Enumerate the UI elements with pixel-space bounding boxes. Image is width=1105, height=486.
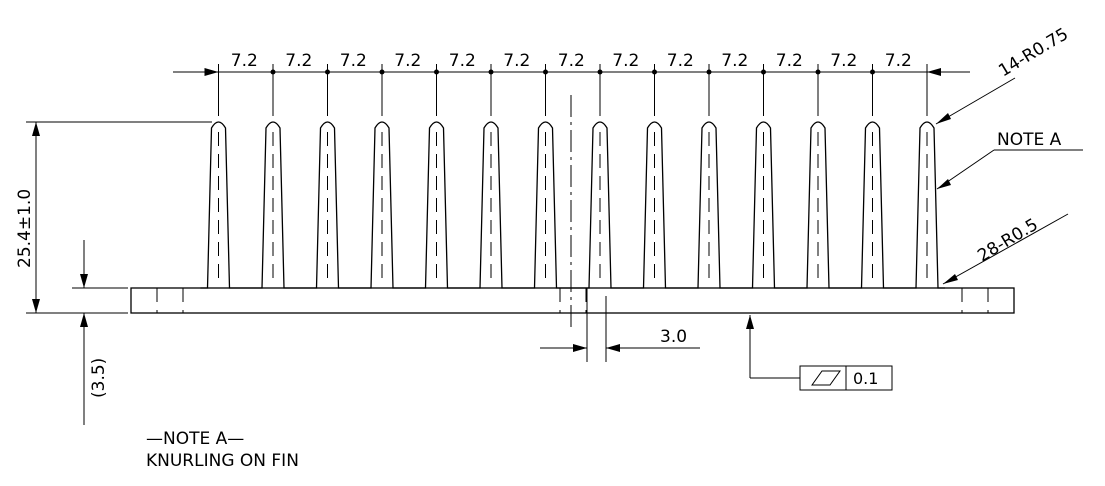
- pitch-label: 7.2: [449, 51, 476, 71]
- flatness-tolerance: 0.1: [853, 369, 878, 388]
- fin-radius-leader: 14-R0.75: [935, 24, 1072, 125]
- gap-dimension: 3.0: [540, 288, 700, 362]
- pitch-label: 7.2: [558, 51, 585, 71]
- pitch-label: 7.2: [721, 51, 748, 71]
- flatness-callout: 0.1: [746, 315, 893, 391]
- dim-arrow-right: [927, 68, 941, 76]
- note-title: —NOTE A—: [146, 429, 244, 449]
- pitch-label: 7.2: [830, 51, 857, 71]
- base-plate: [130, 287, 1015, 314]
- dimension-dot: [706, 69, 712, 75]
- note-a-leader: NOTE A: [936, 130, 1083, 190]
- fin-profile: [200, 121, 945, 289]
- pitch-label: 7.2: [340, 51, 367, 71]
- height-label: 25.4±1.0: [15, 189, 35, 268]
- dimension-dot: [870, 69, 875, 75]
- dimension-dot: [652, 69, 657, 75]
- fin-hidden-lines: [218, 132, 928, 280]
- root-radius-label: 28-R0.5: [974, 215, 1041, 266]
- dimension-dot: [434, 69, 439, 75]
- pitch-dimension-chain: 7.2 7.2 7.2 7.2 7.2 7.2 7.2 7.2 7.2 7.2 7.2 7.2 7.2: [173, 51, 970, 116]
- base-thickness-label: (3.5): [89, 358, 109, 398]
- note-text: KNURLING ON FIN: [146, 451, 299, 471]
- pitch-label: 7.2: [394, 51, 421, 71]
- fin-outline: [200, 121, 945, 289]
- pitch-label: 7.2: [231, 51, 258, 71]
- dim-arrow-left: [204, 68, 219, 76]
- dimension-dot: [543, 69, 548, 75]
- base-hidden-holes: [156, 288, 989, 313]
- gap-label: 3.0: [660, 327, 687, 347]
- dimension-dot: [270, 69, 276, 75]
- pitch-label: 7.2: [285, 51, 312, 71]
- pitch-label: 7.2: [885, 51, 912, 71]
- height-dimension: 25.4±1.0: [15, 121, 212, 314]
- dimension-dot: [325, 69, 330, 75]
- note-a-ref-label: NOTE A: [997, 130, 1062, 150]
- pitch-label: 7.2: [776, 51, 803, 71]
- dimension-dot: [761, 69, 766, 75]
- dimension-dot: [597, 69, 603, 75]
- base-thickness-dimension: (3.5): [72, 240, 128, 425]
- pitch-label: 7.2: [503, 51, 530, 71]
- pitch-label: 7.2: [667, 51, 694, 71]
- dimension-dot: [815, 69, 821, 75]
- pitch-label: 7.2: [612, 51, 639, 71]
- dimension-dot: [488, 69, 494, 75]
- root-radius-leader: 28-R0.5: [942, 213, 1069, 285]
- fin-radius-label: 14-R0.75: [995, 24, 1072, 81]
- dimension-dot: [379, 69, 385, 75]
- flatness-icon: [811, 370, 841, 386]
